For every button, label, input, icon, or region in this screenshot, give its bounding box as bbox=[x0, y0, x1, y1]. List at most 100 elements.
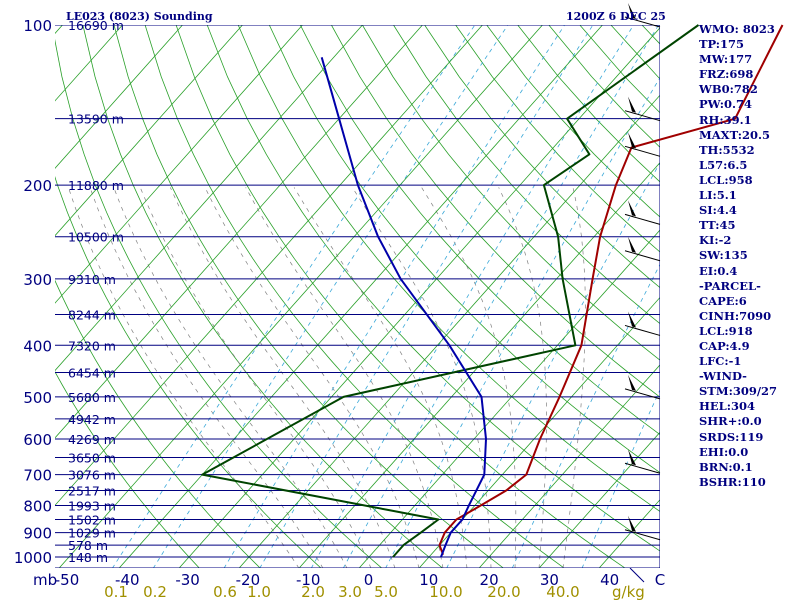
dry-adiabat-line bbox=[299, 25, 660, 436]
isotherm-line bbox=[478, 364, 660, 568]
isotherm-line bbox=[358, 229, 660, 568]
profile-dew-point bbox=[201, 24, 700, 558]
wind-barb: 10 kt bbox=[624, 515, 661, 541]
moist-adiabat-line bbox=[498, 187, 547, 568]
index-line: CAPE:6 bbox=[699, 293, 747, 308]
height-label: 2517 m bbox=[68, 484, 116, 499]
mixing-ratio-tick-label: 2.0 bbox=[301, 583, 325, 600]
index-line: PW:0.74 bbox=[699, 97, 753, 112]
index-line: -PARCEL- bbox=[699, 278, 761, 293]
isotherm-line bbox=[298, 162, 660, 568]
height-label: 8244 m bbox=[68, 307, 116, 322]
index-line: CAP:4.9 bbox=[699, 338, 750, 353]
index-line: SI:4.4 bbox=[699, 203, 737, 218]
mixing-ratio-line bbox=[511, 263, 660, 568]
moist-adiabat-line bbox=[89, 187, 324, 568]
height-label: 4269 m bbox=[68, 432, 116, 447]
dry-adiabat-line bbox=[144, 25, 565, 568]
index-line: CINH:7090 bbox=[699, 308, 772, 323]
index-line: MW:177 bbox=[699, 52, 753, 67]
wind-barb: 75 kt bbox=[624, 132, 661, 157]
index-line: BSHR:110 bbox=[699, 474, 766, 489]
temperature-tick-label: -50 bbox=[55, 571, 80, 589]
dry-adiabat-line bbox=[55, 279, 261, 568]
isotherm-line bbox=[55, 25, 244, 237]
height-label: 16690 m bbox=[68, 18, 124, 33]
grid-layer bbox=[55, 25, 660, 568]
height-label: 9310 m bbox=[68, 272, 116, 287]
moist-adiabat-line bbox=[352, 187, 492, 568]
moist-adiabat-line bbox=[245, 187, 444, 568]
wind-barb: 50 kt bbox=[624, 96, 661, 122]
wind-barb-flag bbox=[628, 236, 636, 253]
height-label: 5680 m bbox=[68, 390, 116, 405]
temperature-tick-label: 30 bbox=[540, 571, 559, 589]
mixing-ratio-tick-label: 1.0 bbox=[247, 583, 271, 600]
pressure-label: 100 bbox=[23, 17, 52, 35]
profile-temperature bbox=[438, 24, 784, 556]
wind-barb-flag bbox=[628, 515, 636, 532]
wind-barb: 25 kt bbox=[624, 311, 661, 336]
wind-barb-staff bbox=[624, 250, 661, 262]
axis-corner-mark bbox=[629, 567, 645, 583]
dry-adiabat-line bbox=[82, 25, 444, 568]
isotherm-line bbox=[55, 25, 484, 506]
isotherm-line bbox=[55, 25, 424, 439]
mixing-ratio-tick-label: 3.0 bbox=[338, 583, 362, 600]
height-label: 148 m bbox=[68, 550, 108, 565]
chart-title: LE023 (8023) Sounding bbox=[66, 10, 213, 23]
moist-adiabat-line bbox=[293, 187, 468, 568]
index-line: TP:175 bbox=[699, 37, 745, 52]
height-label: 4942 m bbox=[68, 412, 116, 427]
mixing-ratio-unit: g/kg bbox=[612, 583, 645, 600]
wind-barb: 50 kt bbox=[624, 3, 661, 28]
isotherm-line bbox=[55, 25, 124, 102]
index-line: TH:5532 bbox=[699, 142, 755, 157]
wind-barb-flag bbox=[628, 311, 636, 328]
isotherm-line bbox=[55, 25, 184, 169]
index-line: RH:39.1 bbox=[699, 112, 752, 127]
mixing-ratio-tick-label: 0.2 bbox=[143, 583, 167, 600]
wind-barb-flag bbox=[628, 132, 636, 149]
wind-barb-staff bbox=[624, 324, 661, 336]
wind-barb-staff bbox=[624, 213, 661, 225]
index-line: EI:0.4 bbox=[699, 263, 738, 278]
height-label: 1502 m bbox=[68, 512, 116, 527]
height-label: 3650 m bbox=[68, 450, 116, 465]
wind-barb-flag bbox=[628, 200, 636, 217]
dry-adiabat-line bbox=[331, 25, 660, 398]
index-line: -WIND- bbox=[699, 369, 747, 384]
mixing-ratio-line bbox=[223, 25, 565, 568]
pressure-label: 400 bbox=[23, 337, 52, 355]
isotherm-line bbox=[58, 25, 544, 568]
wind-barb-staff bbox=[624, 145, 661, 157]
wind-barb-staff bbox=[624, 462, 661, 474]
temperature-tick-label: 10 bbox=[419, 571, 438, 589]
valid-time: 1200Z 6 DEC 25 bbox=[566, 10, 666, 23]
index-line: WMO: 8023 bbox=[699, 22, 775, 36]
index-line: SW:135 bbox=[699, 248, 748, 263]
index-line: L57:6.5 bbox=[699, 157, 748, 172]
index-line: KI:-2 bbox=[699, 233, 732, 248]
wind-barb-flag bbox=[628, 449, 636, 466]
index-line: HEL:304 bbox=[699, 399, 755, 414]
dry-adiabat-line bbox=[175, 25, 626, 568]
index-line: SHR+:0.0 bbox=[699, 414, 762, 429]
wind-barb-staff bbox=[624, 388, 661, 400]
pressure-label: 600 bbox=[23, 431, 52, 449]
mixing-ratio-tick-label: 40.0 bbox=[546, 583, 579, 600]
mixing-ratio-line bbox=[446, 161, 660, 568]
wind-barb-flag bbox=[628, 96, 636, 113]
wind-barb: 15 kt bbox=[624, 449, 661, 474]
temperature-tick-label: -40 bbox=[115, 571, 140, 589]
height-label: 578 m bbox=[68, 538, 108, 553]
dry-adiabat-line bbox=[237, 25, 660, 512]
dry-adiabat-line bbox=[206, 25, 660, 552]
height-label: 1029 m bbox=[68, 526, 116, 541]
index-line: BRN:0.1 bbox=[699, 459, 753, 474]
isotherm-line bbox=[418, 296, 660, 568]
dry-adiabat-line bbox=[113, 25, 504, 568]
height-label: 10500 m bbox=[68, 230, 124, 245]
pressure-label: 500 bbox=[23, 389, 52, 407]
